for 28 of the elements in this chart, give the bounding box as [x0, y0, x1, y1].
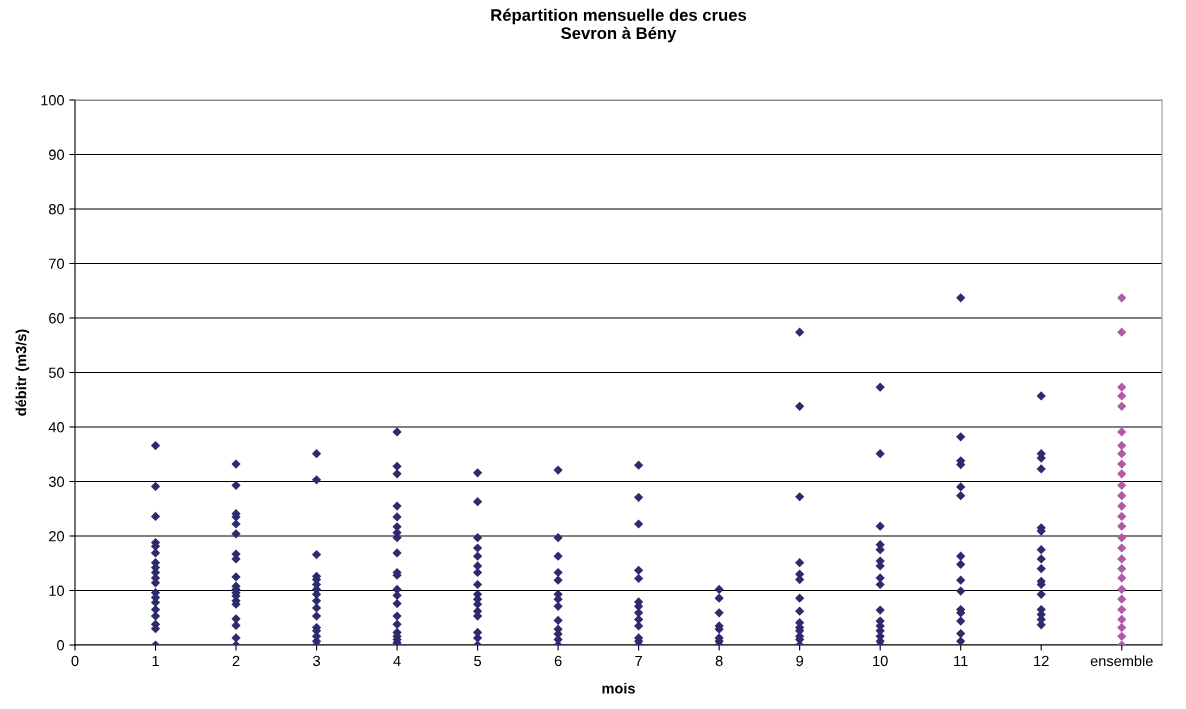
y-tick-label: 80 [49, 204, 65, 215]
x-tick-label: 11 [954, 655, 968, 666]
x-tick-label: 7 [635, 655, 642, 666]
x-tick-label: 10 [873, 655, 888, 667]
chart-title: Répartition mensuelle des crues Sevron à Bény [491, 8, 747, 43]
y-tick-label: 10 [49, 585, 65, 596]
y-tick-label: 20 [49, 531, 65, 542]
x-tick-label: ensemble [1090, 655, 1153, 667]
x-tick-label: 1 [152, 655, 159, 666]
y-tick-label: 40 [48, 422, 65, 433]
x-tick-label: 3 [313, 655, 320, 667]
x-tick-label: 5 [474, 655, 482, 667]
x-tick-label: 12 [1034, 655, 1049, 666]
y-tick-label: 30 [48, 476, 65, 487]
y-axis-title: débitr (m3/s) [15, 329, 30, 416]
x-tick-label: 8 [715, 655, 723, 667]
y-tick-label: 70 [49, 258, 65, 269]
x-tick-label: 4 [393, 655, 401, 666]
y-tick-label: 100 [41, 95, 65, 106]
x-tick-label: 2 [232, 655, 240, 666]
y-tick-label: 0 [57, 640, 65, 651]
y-tick-label: 90 [49, 149, 65, 160]
y-tick-label: 50 [48, 367, 65, 378]
x-tick-label: 6 [554, 655, 562, 667]
y-tick-label: 60 [49, 313, 65, 324]
x-axis-title: mois [602, 682, 635, 694]
x-tick-label: 9 [796, 655, 804, 667]
x-tick-label: 0 [71, 655, 79, 667]
